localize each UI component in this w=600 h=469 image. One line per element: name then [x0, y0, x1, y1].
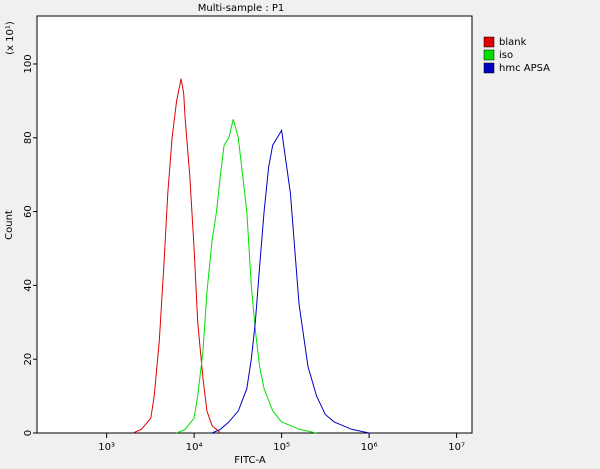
- plot-area: [36, 15, 473, 434]
- legend-swatch: [483, 62, 495, 74]
- y-tick-label: 0: [23, 430, 34, 436]
- x-tick-label: 10⁵: [273, 442, 290, 453]
- series-line: [176, 119, 317, 434]
- y-axis-label: Count: [4, 210, 15, 240]
- y-tick-label: 100: [23, 54, 34, 73]
- x-tick-label: 10⁷: [448, 442, 465, 453]
- y-tick-label: 60: [23, 205, 34, 218]
- y-multiplier: (x 10¹): [5, 21, 16, 55]
- legend-swatch: [483, 36, 495, 48]
- x-tick-label: 10³: [98, 442, 115, 453]
- chart-title: Multi-sample : P1: [198, 3, 285, 14]
- legend-label: hmc APSA: [499, 63, 550, 74]
- x-tick-label: 10⁴: [186, 442, 203, 453]
- legend-label: iso: [499, 50, 513, 61]
- x-tick-label: 10⁶: [361, 442, 378, 453]
- y-tick-label: 80: [23, 131, 34, 144]
- x-axis-label: FITC-A: [234, 455, 266, 466]
- legend-label: blank: [499, 37, 527, 48]
- series-line: [132, 78, 221, 434]
- legend-swatch: [483, 49, 495, 61]
- y-tick-label: 40: [23, 279, 34, 292]
- series-line: [211, 128, 370, 434]
- y-tick-label: 20: [23, 353, 34, 366]
